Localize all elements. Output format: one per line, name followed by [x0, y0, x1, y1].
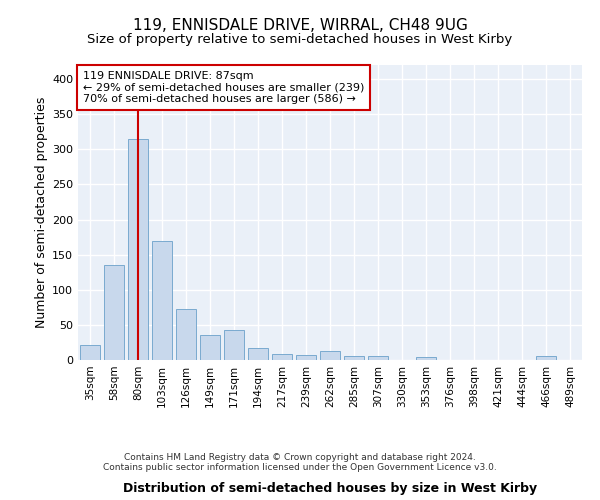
Text: Contains HM Land Registry data © Crown copyright and database right 2024.
Contai: Contains HM Land Registry data © Crown c… [103, 453, 497, 472]
Y-axis label: Number of semi-detached properties: Number of semi-detached properties [35, 97, 48, 328]
Bar [224, 330, 244, 360]
Bar [80, 344, 100, 360]
Bar [368, 356, 388, 360]
Bar [152, 240, 172, 360]
Text: Distribution of semi-detached houses by size in West Kirby: Distribution of semi-detached houses by … [123, 482, 537, 495]
Bar [200, 334, 220, 360]
Text: 119 ENNISDALE DRIVE: 87sqm
← 29% of semi-detached houses are smaller (239)
70% o: 119 ENNISDALE DRIVE: 87sqm ← 29% of semi… [83, 71, 364, 104]
Text: Size of property relative to semi-detached houses in West Kirby: Size of property relative to semi-detach… [88, 32, 512, 46]
Bar [272, 354, 292, 360]
Bar [344, 356, 364, 360]
Bar [296, 355, 316, 360]
Text: 119, ENNISDALE DRIVE, WIRRAL, CH48 9UG: 119, ENNISDALE DRIVE, WIRRAL, CH48 9UG [133, 18, 467, 32]
Bar [104, 265, 124, 360]
Bar [320, 351, 340, 360]
Bar [128, 138, 148, 360]
Bar [416, 357, 436, 360]
Bar [248, 348, 268, 360]
Bar [536, 356, 556, 360]
Bar [176, 310, 196, 360]
